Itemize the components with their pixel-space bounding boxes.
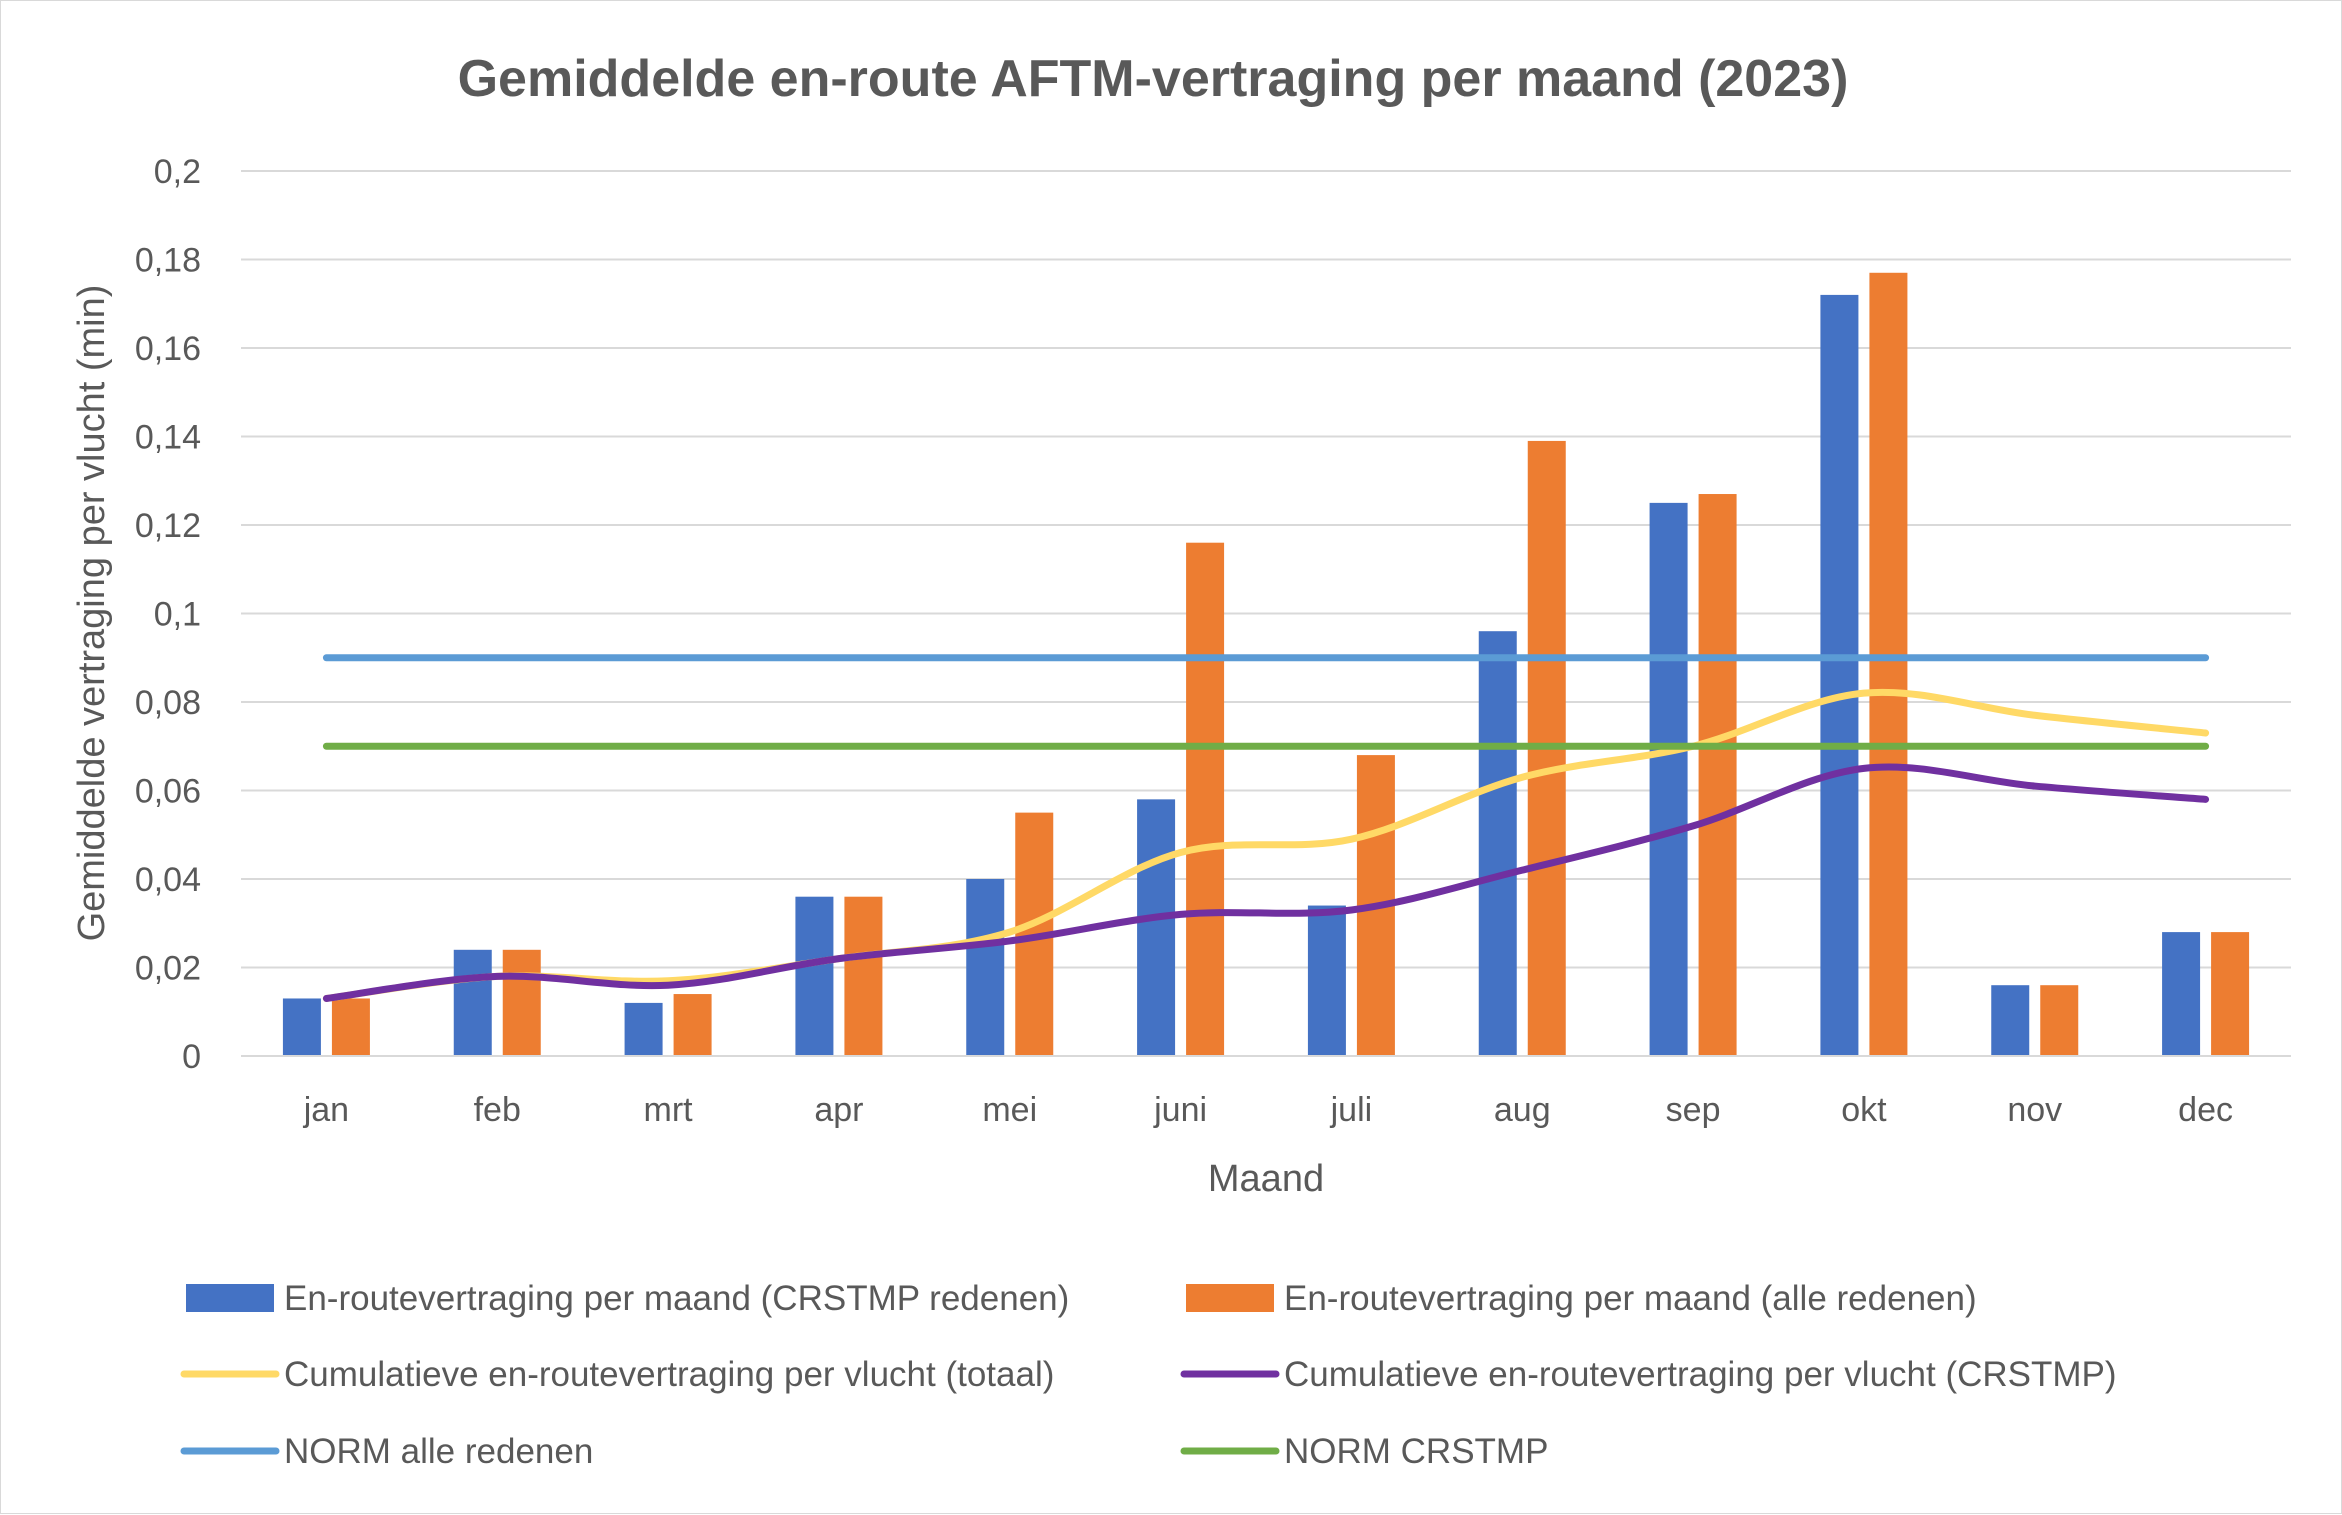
bar — [1307, 905, 1346, 1056]
series-lines — [322, 654, 2210, 1002]
bar — [1186, 542, 1225, 1056]
y-tick-label: 0,12 — [135, 507, 201, 545]
x-tick-label: dec — [2178, 1091, 2233, 1129]
bar — [795, 896, 834, 1056]
x-tick-label: juni — [1153, 1091, 1207, 1129]
bar — [1869, 272, 1908, 1056]
y-tick-label: 0,04 — [135, 861, 201, 899]
y-axis-ticks: 0 0,02 0,04 0,06 0,08 0,1 0,12 0,14 0,16 0,18 0,2 — [135, 153, 201, 1076]
series-line — [322, 763, 2210, 1002]
y-tick-label: 0,14 — [135, 419, 201, 457]
bar — [282, 998, 321, 1056]
bar — [2040, 985, 2079, 1056]
y-tick-label: 0,06 — [135, 773, 201, 811]
legend-label: En-routevertraging per maand (CRSTMP red… — [284, 1279, 1069, 1318]
y-tick-label: 0,1 — [154, 596, 201, 634]
y-tick-label: 0,08 — [135, 684, 201, 722]
y-tick-label: 0,18 — [135, 242, 201, 280]
bar — [1991, 985, 2030, 1056]
legend-swatch — [1186, 1284, 1274, 1312]
bar — [453, 949, 492, 1056]
x-axis-ticks: jan feb mrt apr mei juni juli aug sep okt nov dec — [303, 1091, 2233, 1129]
x-tick-label: sep — [1666, 1091, 1721, 1129]
legend-swatch — [186, 1284, 274, 1312]
bar — [502, 949, 541, 1056]
bar — [1137, 799, 1176, 1056]
chart-title: Gemiddelde en-route AFTM-vertraging per … — [458, 50, 1849, 108]
y-tick-label: 0,2 — [154, 153, 201, 191]
bar — [2211, 932, 2250, 1056]
x-tick-label: okt — [1841, 1091, 1887, 1129]
legend-label: En-routevertraging per maand (alle reden… — [1284, 1279, 1977, 1318]
bar — [624, 1002, 663, 1056]
bar — [331, 998, 370, 1056]
x-axis-title: Maand — [1208, 1158, 1324, 1200]
y-tick-label: 0 — [182, 1038, 201, 1076]
bar — [1649, 502, 1688, 1056]
bar — [966, 879, 1005, 1056]
x-tick-label: feb — [474, 1091, 521, 1129]
bar — [844, 896, 883, 1056]
legend-label: Cumulatieve en-routevertraging per vluch… — [1284, 1355, 2117, 1394]
bar — [673, 994, 712, 1056]
legend-label: NORM alle redenen — [284, 1432, 593, 1471]
x-tick-label: nov — [2007, 1091, 2062, 1129]
bars — [282, 272, 2250, 1056]
bar — [1820, 294, 1859, 1056]
x-tick-label: juli — [1330, 1091, 1373, 1129]
gridlines — [241, 170, 2291, 969]
x-tick-label: apr — [814, 1091, 863, 1129]
y-tick-label: 0,02 — [135, 950, 201, 988]
bar — [1478, 631, 1517, 1056]
x-tick-label: jan — [303, 1091, 349, 1129]
x-tick-label: mei — [982, 1091, 1037, 1129]
legend-label: NORM CRSTMP — [1284, 1432, 1548, 1471]
y-tick-label: 0,16 — [135, 330, 201, 368]
legend: En-routevertraging per maand (CRSTMP red… — [180, 1279, 2117, 1471]
x-tick-label: mrt — [644, 1091, 694, 1129]
x-tick-label: aug — [1494, 1091, 1551, 1129]
legend-label: Cumulatieve en-routevertraging per vluch… — [284, 1355, 1054, 1394]
y-axis-title: Gemiddelde vertraging per vlucht (min) — [71, 285, 113, 942]
series-line — [322, 688, 2210, 1002]
bar — [1698, 494, 1737, 1056]
bar — [2162, 932, 2201, 1056]
